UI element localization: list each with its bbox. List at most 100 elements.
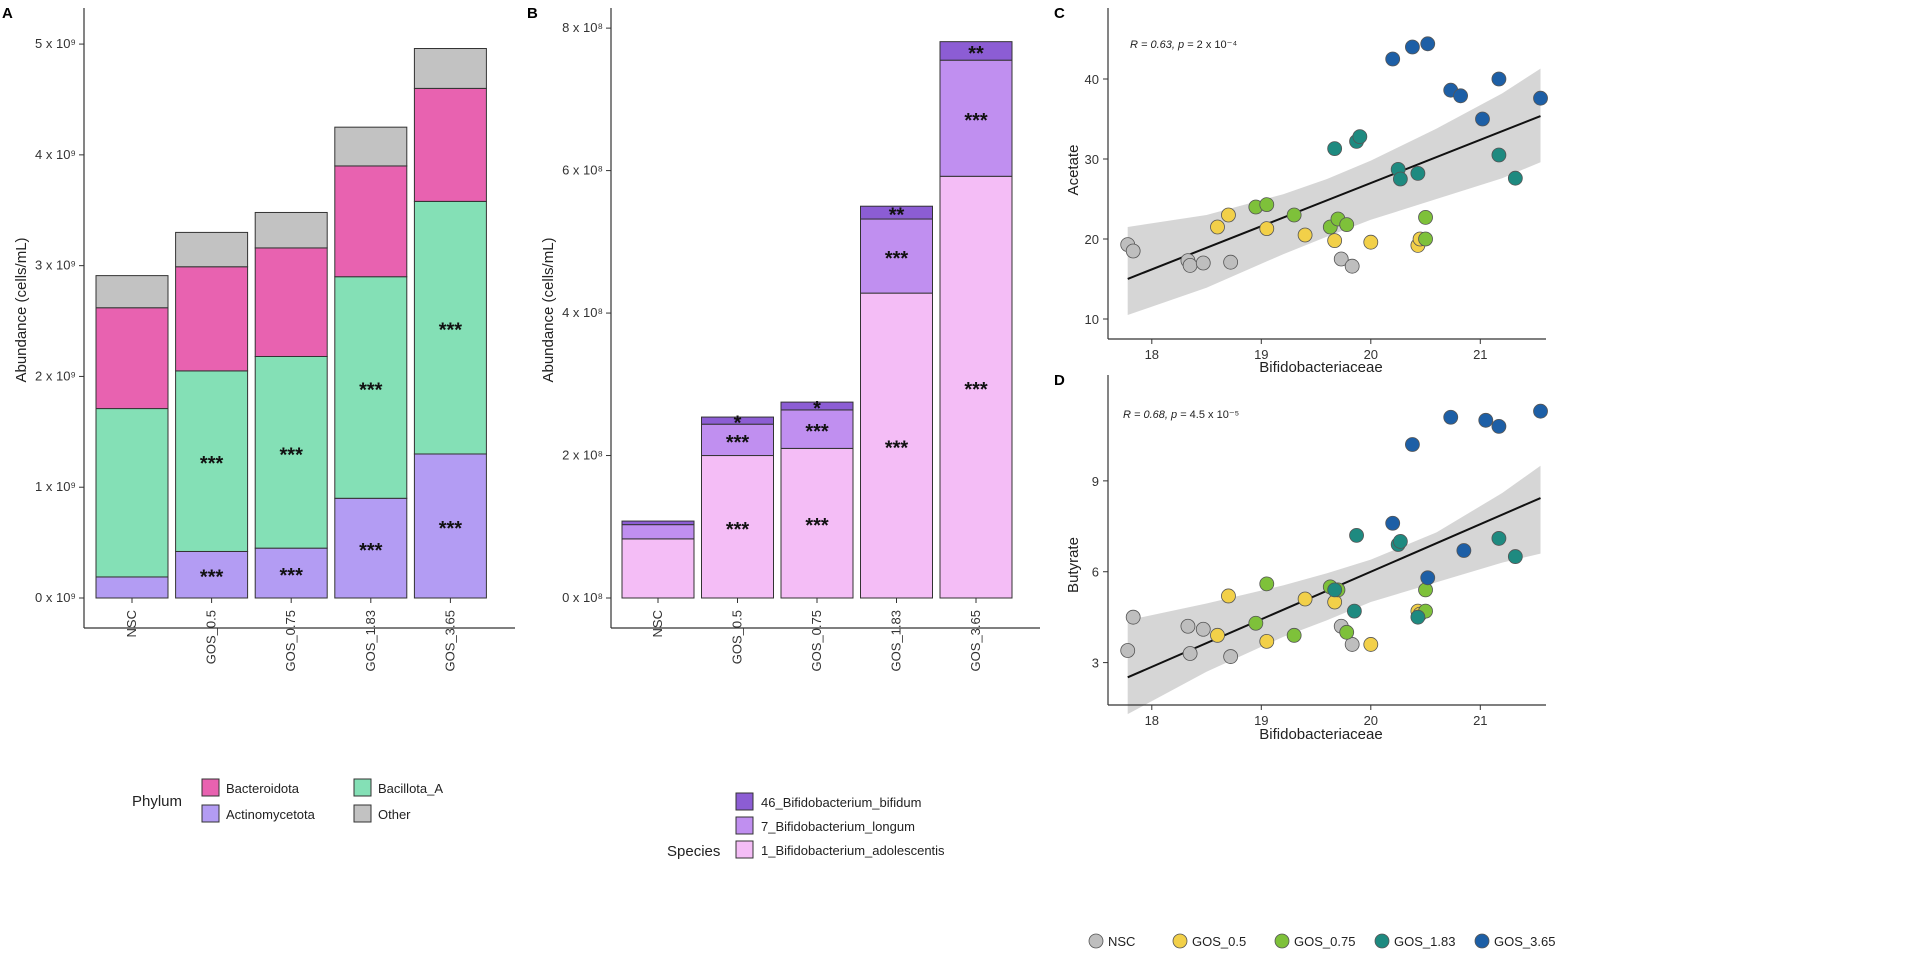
panel-d-plot-area: 18 19 20 21 3 6 9	[1092, 375, 1548, 728]
x-tick-label: 18	[1145, 347, 1159, 362]
scatter-point-nsc	[1195, 255, 1211, 271]
scatter-point-gos-0-5	[1327, 233, 1343, 249]
a-x-tick-label: GOS_0.5	[204, 610, 219, 664]
legend-label: Other	[378, 807, 411, 822]
panel-d: D Butyrate Bifidobacteriaceae R = 0.68, …	[1054, 372, 1548, 743]
bar-segment-a-nsc-actinomycetota	[95, 576, 169, 599]
bar-segment-b-gos-0-75-46-bifidobacterium-bifidum	[780, 401, 854, 411]
panel-d-x-axis-title: Bifidobacteriaceae	[1259, 726, 1382, 743]
scatter-point-gos-0-5	[1221, 588, 1236, 604]
a-y-tick-label: 3 x 10⁹	[35, 258, 76, 273]
significance-label: ***	[726, 432, 750, 454]
legend-swatch-other	[353, 804, 372, 823]
scatter-point-nsc	[1120, 643, 1136, 658]
legend-label: GOS_0.5	[1192, 934, 1246, 949]
x-tick-label: 18	[1145, 713, 1159, 728]
x-tick-label: 21	[1473, 713, 1487, 728]
bar-segment-b-nsc-7-bifidobacterium-longum	[621, 524, 695, 540]
legend-label: Actinomycetota	[226, 807, 316, 822]
scatter-point-gos-0-5	[1210, 219, 1225, 235]
scatter-point-gos-3-65	[1443, 409, 1459, 425]
significance-label: ***	[200, 453, 224, 475]
bar-segment-a-gos-3-65-other	[413, 48, 487, 89]
legend-marker-gos-0-75	[1274, 933, 1290, 949]
y-tick-label: 6	[1092, 565, 1099, 580]
legend-label: GOS_0.75	[1294, 934, 1355, 949]
scatter-point-nsc	[1333, 251, 1349, 267]
scatter-point-gos-0-75	[1259, 576, 1275, 592]
b-x-tick-label: GOS_0.75	[809, 610, 824, 671]
panel-b-y-axis-title: Abundance (cells/mL)	[540, 237, 557, 382]
significance-label: **	[968, 43, 984, 65]
scatter-point-gos-0-75	[1339, 217, 1355, 233]
scatter-point-gos-3-65	[1533, 403, 1548, 419]
y-tick-label: 10	[1085, 312, 1099, 327]
scatter-point-gos-3-65	[1385, 515, 1401, 531]
significance-label: ***	[805, 515, 829, 537]
b-x-tick-label: GOS_1.83	[889, 610, 904, 671]
scatter-point-gos-0-5	[1363, 234, 1379, 250]
scatter-point-gos-0-75	[1418, 231, 1433, 247]
legend-label: GOS_1.83	[1394, 934, 1455, 949]
bar-segment-b-nsc-1-bifidobacterium-adolescentis	[621, 538, 695, 599]
panel-a-letter: A	[2, 5, 13, 22]
significance-label: *	[813, 398, 821, 420]
bar-segment-b-gos-1-83-1-bifidobacterium-adolescentis	[860, 292, 933, 599]
panel-a-legend: Phylum Bacteroidota Bacillota_A Actinomyce…	[132, 778, 443, 823]
legend-label: 46_Bifidobacterium_bifidum	[761, 795, 921, 810]
bar-segment-a-gos-0-5-other	[175, 231, 249, 268]
b-y-tick-label: 6 x 10⁸	[562, 163, 603, 178]
panel-d-p-symbol: p	[1170, 409, 1177, 421]
scatter-point-gos-1-83	[1349, 527, 1364, 543]
panel-b-legend-title: Species	[667, 843, 720, 860]
scatter-point-nsc	[1223, 254, 1239, 270]
bar-segment-b-gos-1-83-46-bifidobacterium-bifidum	[860, 205, 933, 220]
x-tick-label: 19	[1254, 347, 1268, 362]
y-tick-label: 40	[1085, 72, 1099, 87]
scatter-point-gos-3-65	[1385, 51, 1401, 67]
bar-segment-a-gos-1-83-bacteroidota	[334, 165, 408, 278]
panel-d-letter: D	[1054, 372, 1065, 389]
bar-segment-a-gos-0-75-bacteroidota	[254, 247, 328, 357]
scatter-point-gos-1-83	[1346, 603, 1362, 619]
scatter-point-gos-0-75	[1339, 624, 1355, 640]
y-tick-label: 20	[1085, 232, 1099, 247]
b-x-tick-label: GOS_3.65	[968, 610, 983, 671]
bar-segment-a-gos-1-83-actinomycetota	[334, 497, 408, 599]
scatter-point-gos-1-83	[1410, 165, 1426, 181]
bar-segment-a-gos-0-5-bacillota-a	[175, 370, 249, 552]
b-x-tick-label: NSC	[650, 610, 665, 637]
bar-segment-a-gos-3-65-actinomycetota	[413, 453, 487, 599]
scatter-point-gos-1-83	[1392, 171, 1408, 187]
scatter-point-nsc	[1344, 637, 1360, 652]
legend-marker-gos-3-65	[1474, 933, 1490, 949]
b-y-tick-label: 0 x 10⁸	[562, 590, 603, 605]
significance-label: ***	[805, 421, 829, 443]
scatter-point-gos-1-83	[1491, 147, 1507, 163]
x-tick-label: 20	[1364, 347, 1378, 362]
panel-c-p-value: = 2 x 10⁻⁴	[1184, 39, 1237, 51]
scatter-point-gos-0-75	[1259, 197, 1275, 213]
legend-marker-gos-1-83	[1374, 933, 1390, 949]
a-x-tick-label: GOS_1.83	[363, 610, 378, 671]
scatter-point-gos-0-5	[1297, 591, 1313, 607]
panel-b-y-ticks: 0 x 10⁸ 2 x 10⁸ 4 x 10⁸ 6 x 10⁸ 8 x 10⁸	[562, 20, 611, 605]
a-y-tick-label: 5 x 10⁹	[35, 36, 76, 51]
significance-label: ***	[439, 320, 463, 342]
confidence-band	[1127, 68, 1541, 315]
scatter-point-nsc	[1182, 646, 1198, 661]
bar-segment-a-gos-3-65-bacillota-a	[413, 200, 487, 455]
x-tick-label: 21	[1473, 347, 1487, 362]
panel-a-bars: *** *** *** *** *** *** *** ***	[95, 48, 487, 599]
bar-segment-b-gos-0-5-46-bifidobacterium-bifidum	[701, 416, 774, 425]
bar-segment-b-gos-0-75-1-bifidobacterium-adolescentis	[780, 447, 854, 599]
scatter-point-nsc	[1195, 621, 1211, 637]
panel-b: B Abundance (cells/mL) 0 x 10⁸ 2 x 10⁸ 4 x…	[527, 5, 1040, 860]
a-y-tick-label: 4 x 10⁹	[35, 147, 76, 162]
legend-label: Bacteroidota	[226, 781, 300, 796]
significance-label: ***	[885, 248, 909, 270]
scatter-legend: NSC GOS_0.5 GOS_0.75 GOS_1.83 GOS_3.65	[1088, 933, 1555, 949]
panel-b-legend: Species 46_Bifidobacterium_bifidum 7_Bifi…	[667, 792, 945, 860]
significance-label: ***	[359, 540, 383, 562]
legend-swatch-bacillota-a	[353, 778, 372, 797]
